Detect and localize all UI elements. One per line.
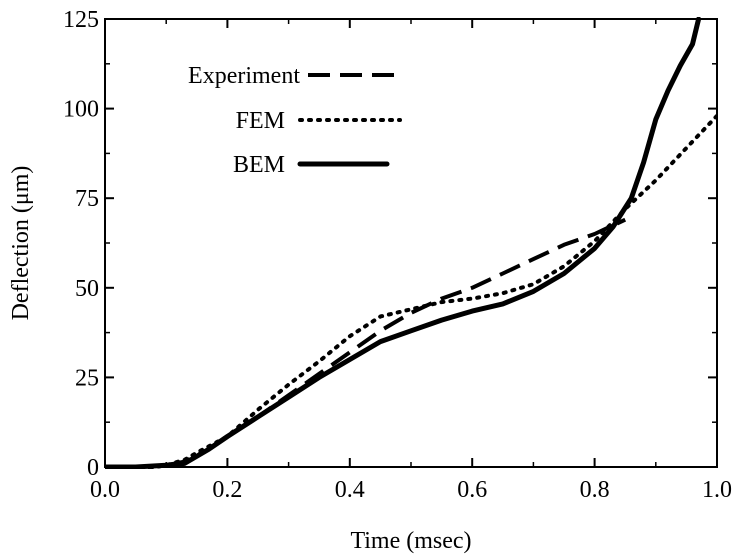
x-tick-label: 0.6 xyxy=(457,477,487,503)
series-line-bem xyxy=(105,17,702,469)
legend-label-experiment: Experiment xyxy=(188,63,300,89)
y-tick-label: 25 xyxy=(75,365,99,391)
y-tick-label: 100 xyxy=(63,97,99,123)
legend-label-fem: FEM xyxy=(236,108,285,134)
series-line-experiment xyxy=(105,217,627,469)
x-tick-label: 0.2 xyxy=(212,477,242,503)
x-tick-label: 1.0 xyxy=(702,477,732,503)
y-tick-label: 75 xyxy=(75,186,99,212)
x-tick-label: 0.8 xyxy=(580,477,610,503)
y-tick-label: 0 xyxy=(87,455,99,481)
legend-label-bem: BEM xyxy=(233,152,285,178)
axis-tick-labels: 0.0 0.2 0.4 0.6 0.8 1.0 0 25 50 75 100 125 xyxy=(63,7,732,503)
x-tick-label: 0.4 xyxy=(335,477,365,503)
x-axis-label: Time (msec) xyxy=(350,528,471,554)
series-lines xyxy=(105,17,717,469)
series-line-fem xyxy=(105,113,717,469)
legend: Experiment FEM BEM xyxy=(188,63,402,178)
axis-ticks xyxy=(104,18,718,468)
y-tick-label: 125 xyxy=(63,7,99,33)
y-tick-label: 50 xyxy=(75,276,99,302)
y-axis-label: Deflection (μm) xyxy=(8,166,34,321)
x-tick-label: 0.0 xyxy=(90,477,120,503)
